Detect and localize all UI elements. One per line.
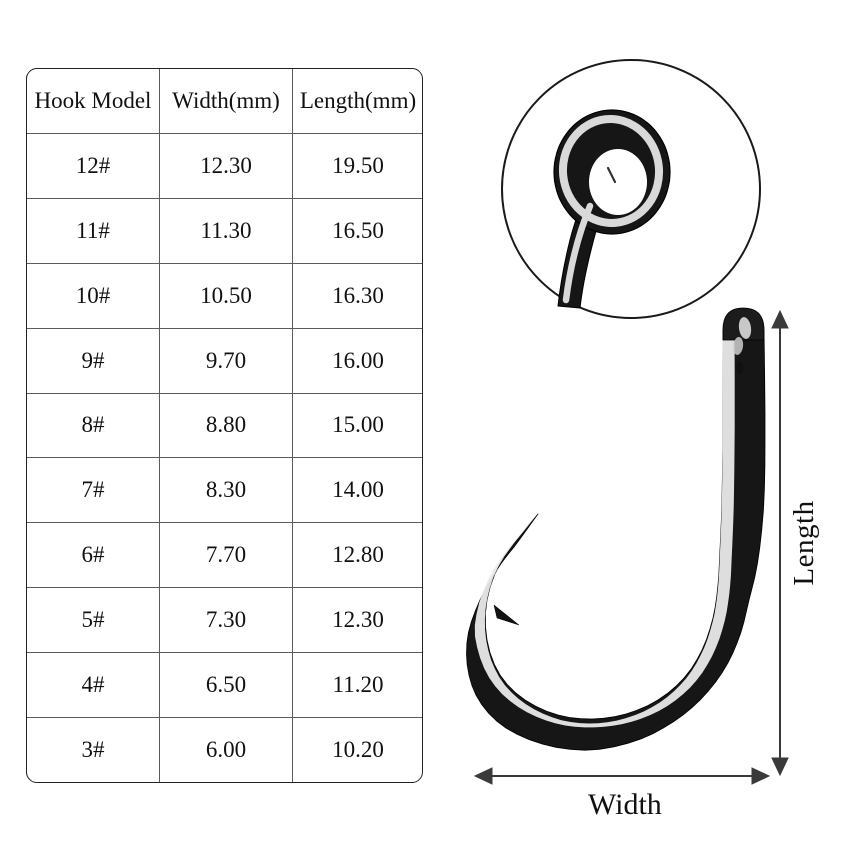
svg-text:Length: Length — [788, 500, 820, 585]
